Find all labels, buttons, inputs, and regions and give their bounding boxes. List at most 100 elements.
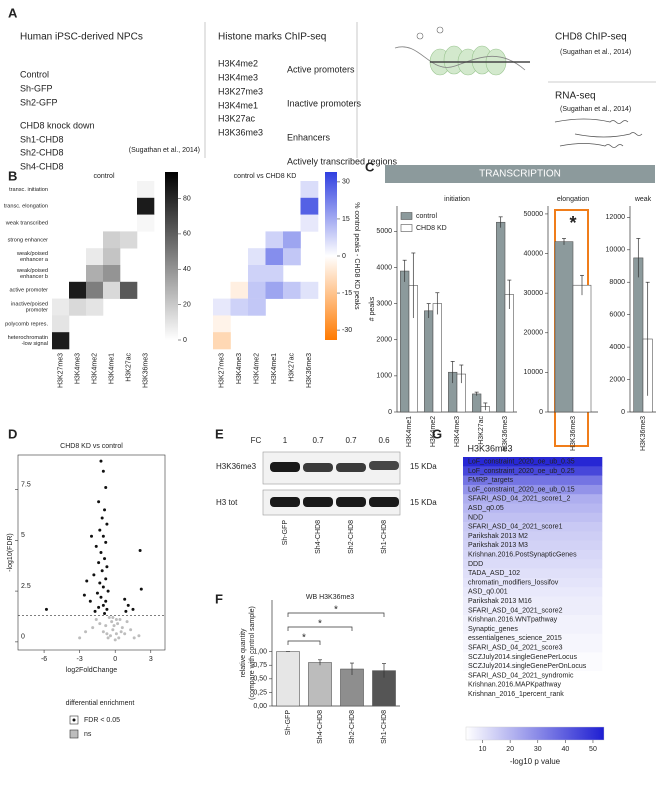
heatmap-cell: [86, 298, 104, 316]
point: [104, 577, 108, 581]
x-tick-label: -6: [41, 656, 47, 663]
error-bar: [562, 238, 566, 245]
reference: (Sugathan et al., 2014): [129, 147, 200, 154]
colorbar-tick-label: 10: [479, 746, 487, 753]
heatmap-cell: [283, 231, 301, 249]
row-label: transc. initiation: [9, 187, 48, 193]
point: [107, 616, 111, 619]
row-label: SFARI_ASD_04_2021_score1_2: [468, 496, 570, 503]
fc-value: 1: [283, 436, 288, 445]
heatmap-cell: [463, 587, 603, 597]
colorbar-tick-label: 0: [342, 253, 346, 260]
x-tick-label: 0: [113, 656, 117, 663]
significance-label: *: [318, 619, 322, 630]
panel-letter: B: [8, 168, 17, 183]
banner: [385, 165, 655, 183]
sample-label: Sh-GFP: [20, 83, 53, 93]
point: [99, 595, 103, 599]
x-tick-label: 3: [149, 656, 153, 663]
heatmap-cell: [265, 248, 284, 266]
mark-label: H3K4me1: [218, 100, 258, 110]
error-bar: [483, 402, 488, 411]
heatmap-cell: [463, 550, 603, 560]
error-bar: [645, 281, 650, 396]
heatmap-cell: [463, 661, 603, 672]
point: [90, 534, 93, 538]
y-tick-label: 5: [21, 532, 25, 539]
error-bar: [580, 274, 584, 296]
point: [117, 636, 121, 640]
point: [119, 630, 123, 634]
point: [88, 599, 92, 603]
heatmap-cell: [248, 281, 266, 299]
significance-bracket: [287, 640, 321, 645]
point: [126, 603, 130, 607]
x-tick-label: H3K4me2: [430, 416, 437, 447]
heatmap-cell: [463, 522, 603, 532]
point: [101, 534, 105, 538]
heatmap-cell: [103, 231, 121, 249]
legend-label: ns: [84, 731, 92, 738]
band: [369, 497, 399, 507]
heatmap-cell: [52, 315, 70, 333]
x-tick-label: Sh-GFP: [285, 710, 292, 736]
column-label: H3K4me1: [271, 353, 278, 384]
point: [100, 516, 104, 520]
point: [44, 607, 48, 611]
bar: [633, 257, 644, 413]
heatmap-cell: [120, 281, 138, 299]
panel-letter: D: [8, 426, 17, 441]
row-label: weak/poised: [16, 268, 48, 274]
error-bar: [411, 252, 416, 319]
point: [111, 616, 115, 619]
point: [97, 500, 101, 504]
region-label: Active promoters: [287, 64, 355, 74]
point: [101, 469, 105, 473]
row-label: Parikshak 2013 M16: [468, 598, 532, 605]
heatmap-cell: [137, 181, 155, 199]
point: [104, 486, 108, 489]
y-tick-label: 0,50: [253, 676, 267, 683]
heading: CHD8 ChIP-seq: [555, 32, 627, 43]
colorbar-tick-label: 40: [561, 746, 569, 753]
row-label: essentialgenes_science_2015: [468, 635, 562, 642]
heatmap-cell: [463, 689, 603, 700]
heatmap-cell: [265, 265, 284, 283]
band: [270, 497, 300, 507]
colorbar-tick-label: -30: [342, 327, 352, 334]
heatmap-cell: [283, 281, 301, 299]
point: [84, 630, 88, 634]
region-label: Enhancers: [287, 132, 331, 142]
y-tick-label: 40000: [524, 250, 544, 257]
heatmap-cell: [463, 624, 603, 634]
error-bar: [382, 663, 386, 678]
band: [369, 461, 399, 470]
mark-label: H3K27me3: [218, 86, 263, 96]
heatmap-cell: [248, 248, 266, 266]
panel-letter: E: [215, 426, 224, 441]
colorbar-label: % control peaks - CHD8 KD peaks: [353, 202, 360, 310]
heatmap-cell: [463, 568, 603, 579]
point: [123, 597, 127, 601]
y-tick-label: 1,00: [253, 648, 267, 655]
heatmap-cell: [283, 248, 301, 266]
row-label: polycomb repres.: [5, 321, 48, 327]
row-label: ASD_q0.001: [468, 589, 508, 596]
x-tick-label: H3K4me3: [454, 416, 461, 447]
colorbar: [465, 726, 605, 741]
point: [106, 636, 110, 640]
error-bar: [507, 279, 512, 309]
heatmap-cell: [463, 494, 603, 504]
point: [139, 587, 143, 591]
row-label: strong enhancer: [8, 237, 49, 243]
error-bar: [426, 303, 431, 319]
mark-label: H3K36me3: [218, 127, 263, 137]
y-tick-label: 0: [21, 634, 25, 641]
fc-label: FC: [251, 436, 262, 445]
chart-title: weak: [634, 196, 652, 203]
sample-label: Sh2-GFP: [20, 97, 58, 107]
heatmap-cell: [86, 281, 104, 299]
point: [105, 522, 109, 526]
x-tick-label: Sh4-CHD8: [317, 710, 324, 744]
row-label: chromatin_modifiers_lossifov: [468, 579, 559, 586]
